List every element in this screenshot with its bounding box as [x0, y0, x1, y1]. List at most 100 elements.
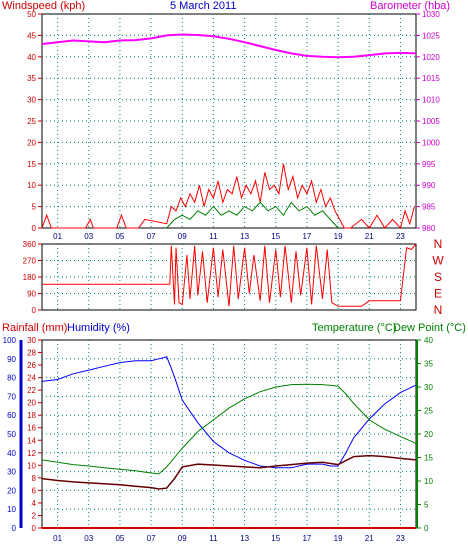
- rainfall-axis-tick-label: 20: [27, 399, 36, 408]
- rainfall-axis-tick-label: 8: [32, 474, 37, 483]
- barometer-axis-tick-label: 980: [422, 224, 436, 233]
- windspeed-series-line: [41, 163, 415, 230]
- hour-tick-label: 01: [53, 232, 62, 241]
- hour-tick-label: 15: [271, 232, 280, 241]
- barometer-axis-title: Barometer (hba): [370, 0, 450, 12]
- compass-label: S: [434, 270, 442, 284]
- humidity-axis-tick-label: 20: [7, 486, 16, 495]
- humidity-series-line: [41, 356, 417, 469]
- rainfall-axis-tick-label: 22: [27, 386, 36, 395]
- humidity-axis-title: Humidity (%): [67, 322, 130, 334]
- direction-axis-tick-label: 90: [27, 290, 36, 299]
- humidity-axis-tick-label: 70: [7, 392, 16, 401]
- barometer-axis-tick-label: 995: [422, 160, 436, 169]
- rainfall-axis-tick-label: 26: [27, 361, 36, 370]
- humidity-axis-tick-label: 0: [12, 524, 17, 533]
- compass-label: N: [434, 303, 443, 317]
- hour-tick-label: 21: [365, 534, 374, 543]
- direction-panel-frame: [41, 243, 417, 311]
- temperature-axis-tick-label: 0: [424, 524, 429, 533]
- wind-axis-tick-label: 45: [27, 31, 36, 40]
- hour-tick-label: 03: [84, 534, 93, 543]
- barometer-axis-tick-label: 1020: [422, 53, 440, 62]
- rainfall-axis-tick-label: 16: [27, 424, 36, 433]
- barometer-axis-tick-label: 1015: [422, 74, 440, 83]
- chart-date-title: 5 March 2011: [170, 0, 236, 12]
- rainfall-axis-tick-label: 30: [27, 336, 36, 345]
- wind-direction-series-line: [42, 243, 417, 307]
- temperature-series-line: [41, 383, 417, 475]
- wind-axis-tick-label: 20: [27, 138, 36, 147]
- temperature-axis-tick-label: 5: [424, 501, 429, 510]
- barometer-axis-tick-label: 1025: [422, 31, 440, 40]
- hour-tick-label: 23: [396, 232, 405, 241]
- gust-series-line: [166, 201, 339, 229]
- compass-label: N: [434, 237, 443, 251]
- compass-label: W: [432, 254, 444, 268]
- direction-axis-tick-label: 180: [23, 273, 37, 282]
- rainfall-axis-tick-label: 12: [27, 449, 36, 458]
- wind-axis-tick-label: 15: [27, 160, 36, 169]
- hour-tick-label: 13: [240, 232, 249, 241]
- hour-tick-label: 07: [147, 534, 156, 543]
- rainfall-axis-tick-label: 24: [27, 374, 36, 383]
- wind-axis-tick-label: 10: [27, 181, 36, 190]
- rainfall-axis-tick-label: 10: [27, 461, 36, 470]
- hour-tick-label: 13: [240, 534, 249, 543]
- barometer-axis-tick-label: 990: [422, 181, 436, 190]
- hour-tick-label: 11: [209, 232, 218, 241]
- hour-tick-label: 09: [178, 232, 187, 241]
- humidity-axis-tick-label: 30: [7, 468, 16, 477]
- hour-tick-label: 19: [334, 534, 343, 543]
- temperature-axis-tick-label: 30: [424, 383, 433, 392]
- wind-axis-tick-label: 0: [32, 224, 37, 233]
- barometer-axis-tick-label: 1000: [422, 138, 440, 147]
- humidity-axis-tick-label: 80: [7, 374, 16, 383]
- rainfall-axis-tick-label: 0: [32, 524, 37, 533]
- hour-tick-label: 15: [271, 534, 280, 543]
- direction-axis-tick-label: 270: [23, 257, 37, 266]
- temperature-axis-title: Temperature (°C): [312, 322, 396, 334]
- dewpoint-series-line: [41, 454, 417, 490]
- chart-marks: 0510152025303540455098098599099510001005…: [3, 10, 445, 543]
- rainfall-axis-tick-label: 6: [32, 486, 37, 495]
- hour-tick-label: 05: [115, 232, 124, 241]
- hour-tick-label: 07: [147, 232, 156, 241]
- dewpoint-axis-title: Dew Point (°C): [393, 322, 466, 334]
- temperature-axis-tick-label: 10: [424, 477, 433, 486]
- humidity-axis-tick-label: 90: [7, 355, 16, 364]
- barometer-axis-tick-label: 985: [422, 203, 436, 212]
- hour-tick-label: 19: [334, 232, 343, 241]
- barometer-axis-tick-label: 1010: [422, 96, 440, 105]
- humidity-axis-tick-label: 10: [7, 505, 16, 514]
- barometer-axis-tick-label: 1005: [422, 117, 440, 126]
- humidity-axis-tick-label: 40: [7, 449, 16, 458]
- barometer-axis-tick-label: 1030: [422, 10, 440, 19]
- hour-tick-label: 05: [115, 534, 124, 543]
- hour-tick-label: 17: [302, 232, 311, 241]
- temperature-axis-tick-label: 40: [424, 336, 433, 345]
- temperature-axis-tick-label: 35: [424, 360, 433, 369]
- hour-tick-label: 21: [365, 232, 374, 241]
- hour-tick-label: 01: [53, 534, 62, 543]
- hour-tick-label: 09: [178, 534, 187, 543]
- temperature-axis-tick-label: 20: [424, 430, 433, 439]
- humidity-axis-tick-label: 60: [7, 411, 16, 420]
- hour-tick-label: 23: [396, 534, 405, 543]
- temperature-axis-tick-label: 15: [424, 454, 433, 463]
- wind-axis-tick-label: 25: [27, 117, 36, 126]
- wind-axis-tick-label: 50: [27, 10, 36, 19]
- temperature-axis-tick-label: 25: [424, 407, 433, 416]
- compass-label: E: [434, 287, 442, 301]
- barometer-series-line: [41, 33, 417, 59]
- wind-axis-tick-label: 5: [32, 203, 37, 212]
- direction-axis-tick-label: 360: [23, 240, 37, 249]
- wind-axis-tick-label: 30: [27, 96, 36, 105]
- rainfall-axis-tick-label: 2: [32, 511, 37, 520]
- direction-axis-tick-label: 0: [32, 306, 37, 315]
- rainfall-axis-tick-label: 4: [32, 499, 37, 508]
- wind-axis-tick-label: 40: [27, 53, 36, 62]
- wind-axis-tick-label: 35: [27, 74, 36, 83]
